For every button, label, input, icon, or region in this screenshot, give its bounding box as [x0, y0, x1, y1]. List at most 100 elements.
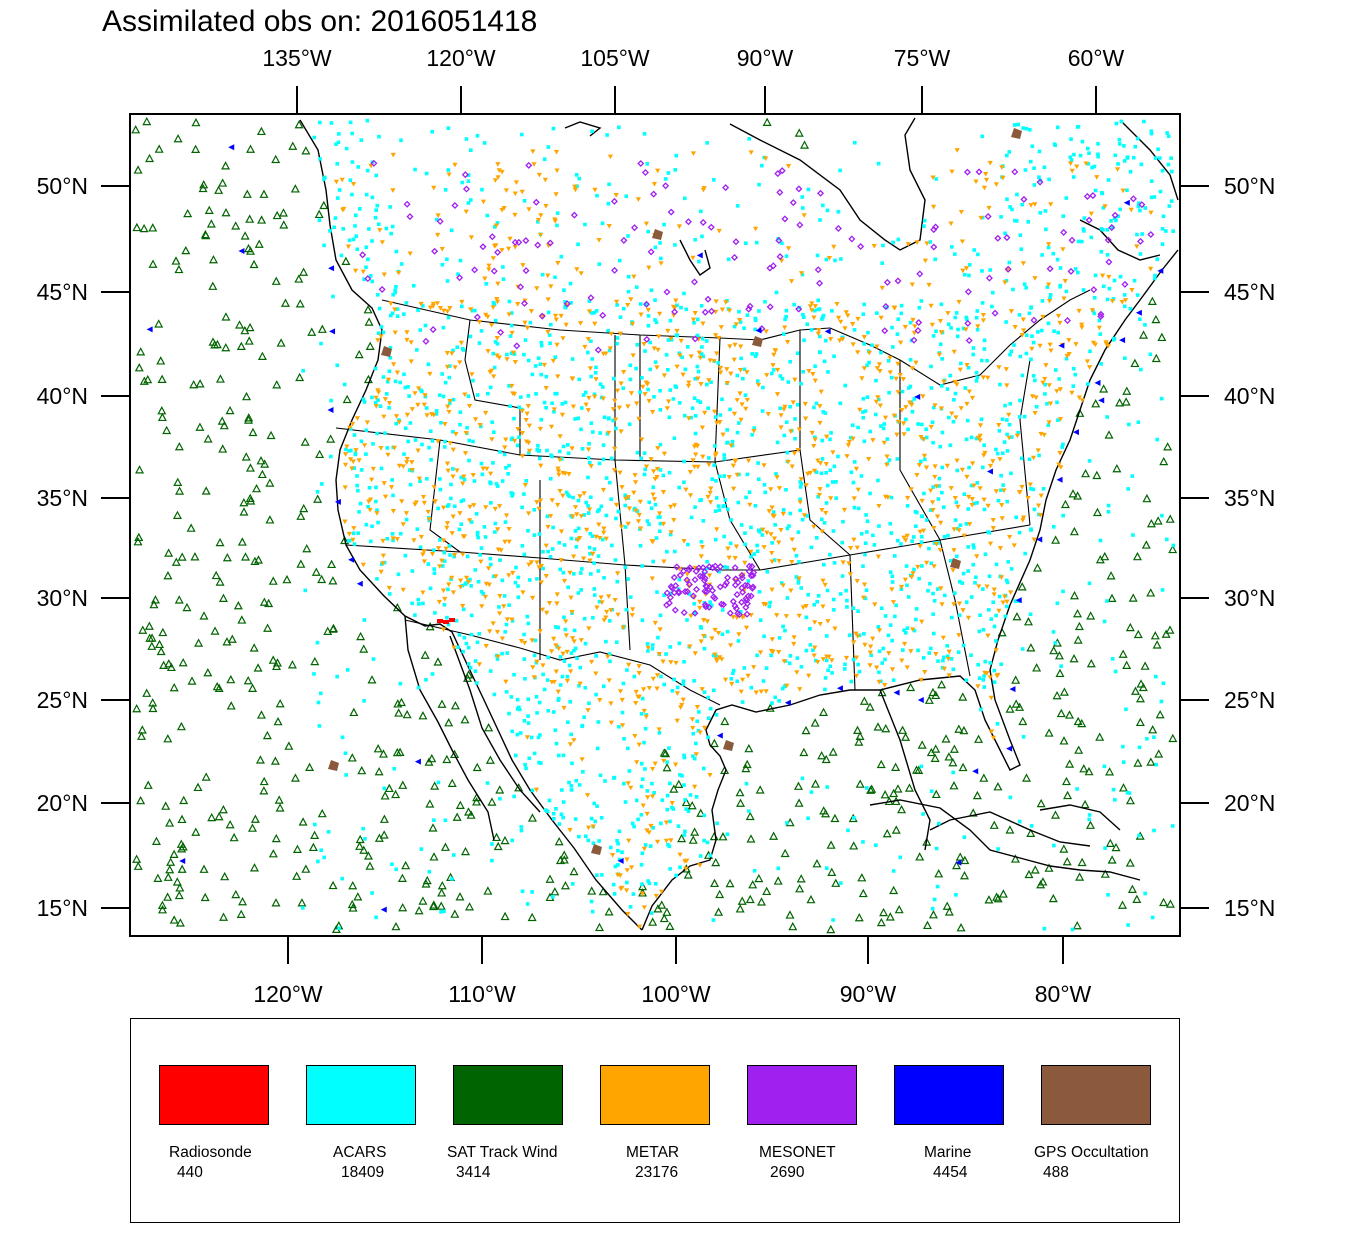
acars-mark	[1153, 674, 1158, 679]
sat-wind-mark	[359, 845, 369, 854]
acars-mark	[708, 853, 713, 858]
metar-mark	[640, 803, 646, 809]
acars-mark	[863, 552, 867, 557]
sat-wind-mark	[242, 391, 252, 401]
metar-mark	[791, 635, 797, 640]
acars-mark	[364, 245, 369, 250]
acars-mark	[1150, 915, 1155, 920]
metar-mark	[1019, 484, 1025, 490]
metar-mark	[394, 537, 400, 542]
sat-wind-mark	[1165, 514, 1175, 523]
acars-mark	[569, 784, 574, 788]
metar-mark	[1094, 175, 1100, 180]
acars-mark	[801, 312, 805, 317]
sat-wind-mark	[737, 896, 747, 905]
mesonet-mark	[744, 582, 752, 590]
sat-wind-mark	[172, 877, 182, 886]
acars-mark	[413, 167, 417, 172]
metar-mark	[812, 304, 818, 309]
sat-wind-mark	[349, 707, 359, 717]
acars-mark	[1073, 372, 1078, 377]
acars-mark	[948, 559, 953, 563]
metar-mark	[697, 863, 703, 868]
sat-wind-mark	[317, 324, 327, 333]
metar-mark	[625, 781, 631, 786]
metar-mark	[404, 460, 410, 465]
acars-mark	[960, 581, 965, 585]
gps-occultation-mark	[381, 346, 392, 357]
acars-mark	[597, 839, 601, 843]
acars-mark	[957, 579, 962, 584]
sat-wind-mark	[259, 189, 269, 198]
metar-mark	[569, 636, 576, 641]
acars-mark	[947, 415, 951, 420]
sat-wind-mark	[132, 854, 142, 863]
acars-mark	[640, 564, 644, 568]
mesonet-mark	[795, 185, 803, 193]
metar-mark	[644, 382, 651, 387]
acars-mark	[362, 618, 367, 622]
legend-label: SAT Track Wind	[447, 1144, 558, 1161]
mesonet-mark	[965, 337, 973, 345]
acars-mark	[1136, 420, 1141, 425]
sat-wind-mark	[268, 576, 278, 585]
sat-wind-mark	[171, 256, 181, 265]
metar-mark	[1089, 308, 1096, 313]
acars-mark	[513, 753, 518, 758]
metar-mark	[586, 507, 593, 512]
metar-mark	[495, 654, 501, 660]
acars-mark	[650, 646, 655, 651]
sat-wind-mark	[1132, 551, 1142, 561]
acars-mark	[646, 229, 650, 234]
acars-mark	[500, 651, 504, 656]
acars-mark	[350, 131, 354, 136]
acars-mark	[700, 234, 704, 239]
metar-mark	[431, 485, 437, 490]
acars-mark	[366, 504, 370, 509]
sat-wind-mark	[340, 535, 350, 545]
acars-mark	[312, 672, 316, 676]
sat-wind-mark	[993, 782, 1003, 791]
acars-mark	[551, 811, 556, 816]
metar-mark	[404, 330, 410, 335]
acars-mark	[905, 503, 910, 508]
acars-mark	[920, 534, 924, 539]
metar-mark	[923, 465, 930, 471]
acars-mark	[818, 350, 822, 355]
acars-mark	[1105, 415, 1109, 419]
acars-mark	[901, 648, 905, 652]
mesonet-mark	[739, 588, 747, 596]
acars-mark	[1016, 122, 1021, 127]
acars-mark	[571, 495, 575, 500]
marine-mark	[146, 326, 153, 333]
acars-mark	[1029, 357, 1033, 362]
acars-mark	[385, 379, 390, 384]
acars-mark	[395, 314, 400, 318]
acars-mark	[558, 567, 563, 572]
acars-mark	[649, 288, 654, 293]
acars-mark	[775, 440, 780, 445]
acars-mark	[658, 529, 662, 534]
acars-mark	[908, 357, 913, 362]
acars-mark	[1008, 205, 1012, 209]
mesonet-mark	[711, 594, 719, 602]
acars-mark	[344, 146, 349, 151]
metar-mark	[855, 634, 861, 639]
acars-mark	[675, 333, 680, 338]
metar-mark	[1047, 342, 1053, 348]
acars-mark	[1088, 349, 1092, 354]
metar-mark	[504, 357, 510, 362]
mesonet-mark	[667, 208, 675, 216]
sat-wind-mark	[301, 146, 311, 155]
metar-mark	[891, 413, 897, 419]
metar-mark	[530, 665, 536, 670]
acars-mark	[852, 460, 857, 464]
sat-wind-mark	[1063, 790, 1073, 800]
sat-wind-mark	[222, 553, 232, 562]
sat-wind-mark	[244, 243, 254, 253]
mesonet-mark	[456, 274, 464, 282]
acars-mark	[376, 331, 381, 336]
metar-mark	[949, 169, 955, 175]
sat-wind-mark	[736, 798, 746, 807]
mesonet-mark	[930, 243, 938, 251]
